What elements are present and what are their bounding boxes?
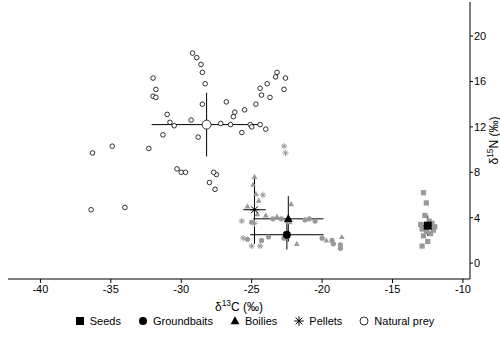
svg-text:-15: -15 (385, 283, 401, 295)
html-text:Natural prey: Natural prey (374, 315, 435, 327)
svg-text:0: 0 (474, 257, 480, 269)
svg-text:12: 12 (474, 121, 486, 133)
svg-text:-20: -20 (314, 283, 330, 295)
html-text:Groundbaits: Groundbaits (153, 315, 213, 327)
svg-text:-40: -40 (32, 283, 48, 295)
html-text:Seeds: Seeds (89, 315, 121, 327)
html-text:Pellets: Pellets (309, 315, 343, 327)
svg-text:20: 20 (474, 30, 486, 42)
svg-text:8: 8 (474, 166, 480, 178)
svg-text:4: 4 (474, 212, 480, 224)
svg-text:-30: -30 (173, 283, 189, 295)
svg-text:16: 16 (474, 75, 486, 87)
svg-text:-25: -25 (244, 283, 260, 295)
svg-text:-35: -35 (103, 283, 119, 295)
svg-text:-10: -10 (455, 283, 471, 295)
html-text:Boilies: Boilies (244, 315, 278, 327)
svg-text:δ13C (‰): δ13C (‰) (215, 298, 263, 314)
html-text:δ: δ (487, 157, 500, 165)
html-text:15: 15 (485, 148, 496, 158)
